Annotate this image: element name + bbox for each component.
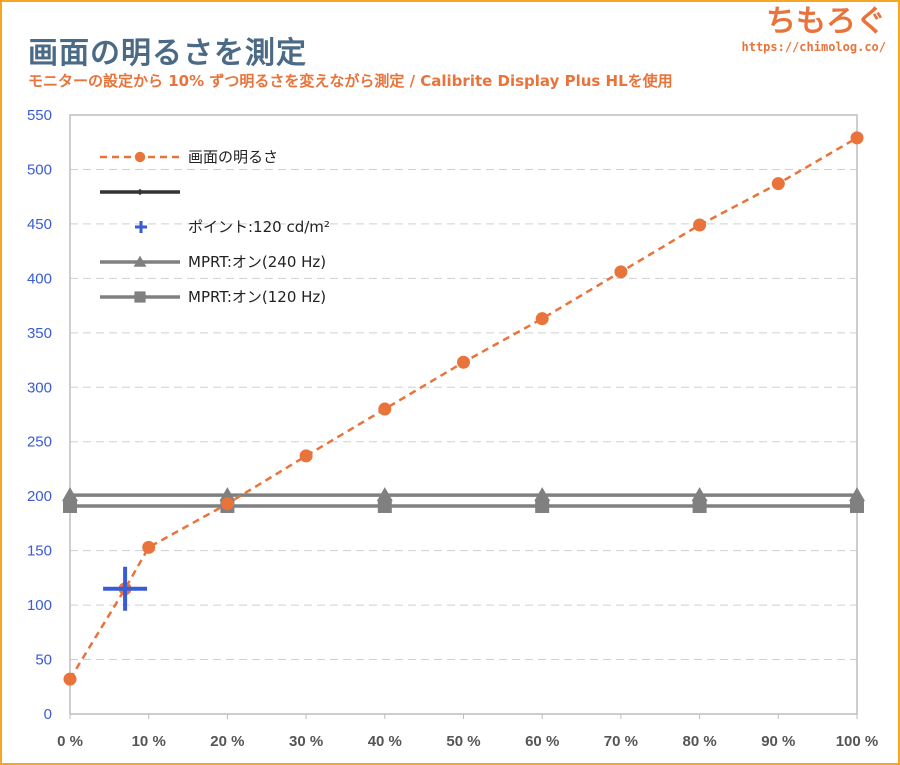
legend-entry-2: ポイント:120 cd/m² [135, 218, 330, 236]
legend-label: MPRT:オン(240 Hz) [188, 253, 326, 271]
data-point [63, 498, 77, 513]
x-tick-label: 40 % [368, 733, 402, 750]
x-tick-label: 60 % [525, 733, 559, 750]
data-point [692, 498, 707, 513]
axes: 0 50 100 150 200 250 300 350 400 450 500 550 0 % 10 %… [27, 107, 878, 750]
data-point [142, 540, 156, 554]
series-3 [62, 487, 865, 502]
data-point [849, 487, 865, 502]
x-tick-label: 0 % [57, 733, 83, 750]
y-tick-label: 500 [27, 161, 52, 178]
data-point [691, 487, 708, 502]
logo-url: https://chimolog.co/ [741, 40, 887, 54]
x-tick-label: 70 % [604, 733, 638, 750]
data-point [378, 402, 392, 416]
series-2 [103, 566, 148, 611]
site-logo[interactable]: ちもろぐ https://chimolog.co/ [742, 4, 887, 54]
data-point [535, 312, 549, 326]
legend-marker [134, 291, 146, 303]
legend-entry-4: MPRT:オン(120 Hz) [100, 288, 326, 306]
x-tick-label: 50 % [446, 733, 480, 750]
x-tick-label: 100 % [836, 733, 879, 750]
plot-border [69, 114, 858, 715]
x-tick-label: 80 % [682, 733, 716, 750]
legend-marker [134, 151, 146, 163]
data-point [220, 497, 234, 511]
legend-marker [136, 188, 144, 196]
data-point [614, 265, 628, 279]
data-point [534, 487, 551, 502]
data-point [62, 487, 78, 502]
chart-title: 画面の明るさを測定 [28, 36, 307, 71]
y-tick-label: 250 [27, 434, 52, 451]
legend-marker [133, 255, 147, 267]
legend-entry-0: 画面の明るさ [100, 148, 278, 166]
series-4 [63, 498, 864, 513]
x-tick-label: 10 % [132, 733, 166, 750]
y-tick-label: 200 [27, 488, 52, 505]
x-tick-label: 20 % [210, 733, 244, 750]
data-point [63, 672, 77, 686]
x-tick-label: 30 % [289, 733, 323, 750]
data-point [693, 218, 707, 232]
data-point [771, 177, 785, 191]
y-tick-label: 450 [27, 216, 52, 233]
legend-entry-1 [100, 188, 180, 196]
data-point [850, 131, 864, 145]
data-point [457, 355, 470, 369]
data-point [535, 498, 550, 513]
legend-entry-3: MPRT:オン(240 Hz) [100, 253, 326, 271]
data-point [376, 487, 393, 502]
y-tick-label: 100 [27, 597, 52, 614]
series-line [68, 136, 858, 680]
y-tick-label: 400 [27, 270, 52, 287]
legend-label: MPRT:オン(120 Hz) [188, 288, 326, 306]
x-tick-label: 90 % [761, 733, 795, 750]
series-0 [63, 131, 864, 686]
chart-subtitle: モニターの設定から 10% ずつ明るさを変えながら測定 / Calibrite … [28, 72, 673, 90]
y-tick-label: 550 [27, 107, 52, 124]
logo-mark: ちもろぐ [766, 4, 886, 39]
data-point [299, 449, 313, 463]
y-tick-label: 350 [27, 325, 52, 342]
y-tick-label: 150 [27, 543, 52, 560]
y-tick-label: 50 [35, 652, 52, 669]
data-point [850, 498, 864, 513]
grid-lines [70, 114, 857, 661]
legend-label: ポイント:120 cd/m² [188, 218, 330, 236]
data-point [219, 487, 236, 502]
y-tick-label: 0 [44, 706, 52, 723]
data-point [377, 498, 392, 513]
y-tick-label: 300 [27, 379, 52, 396]
legend-label: 画面の明るさ [188, 148, 278, 166]
series [62, 131, 865, 686]
